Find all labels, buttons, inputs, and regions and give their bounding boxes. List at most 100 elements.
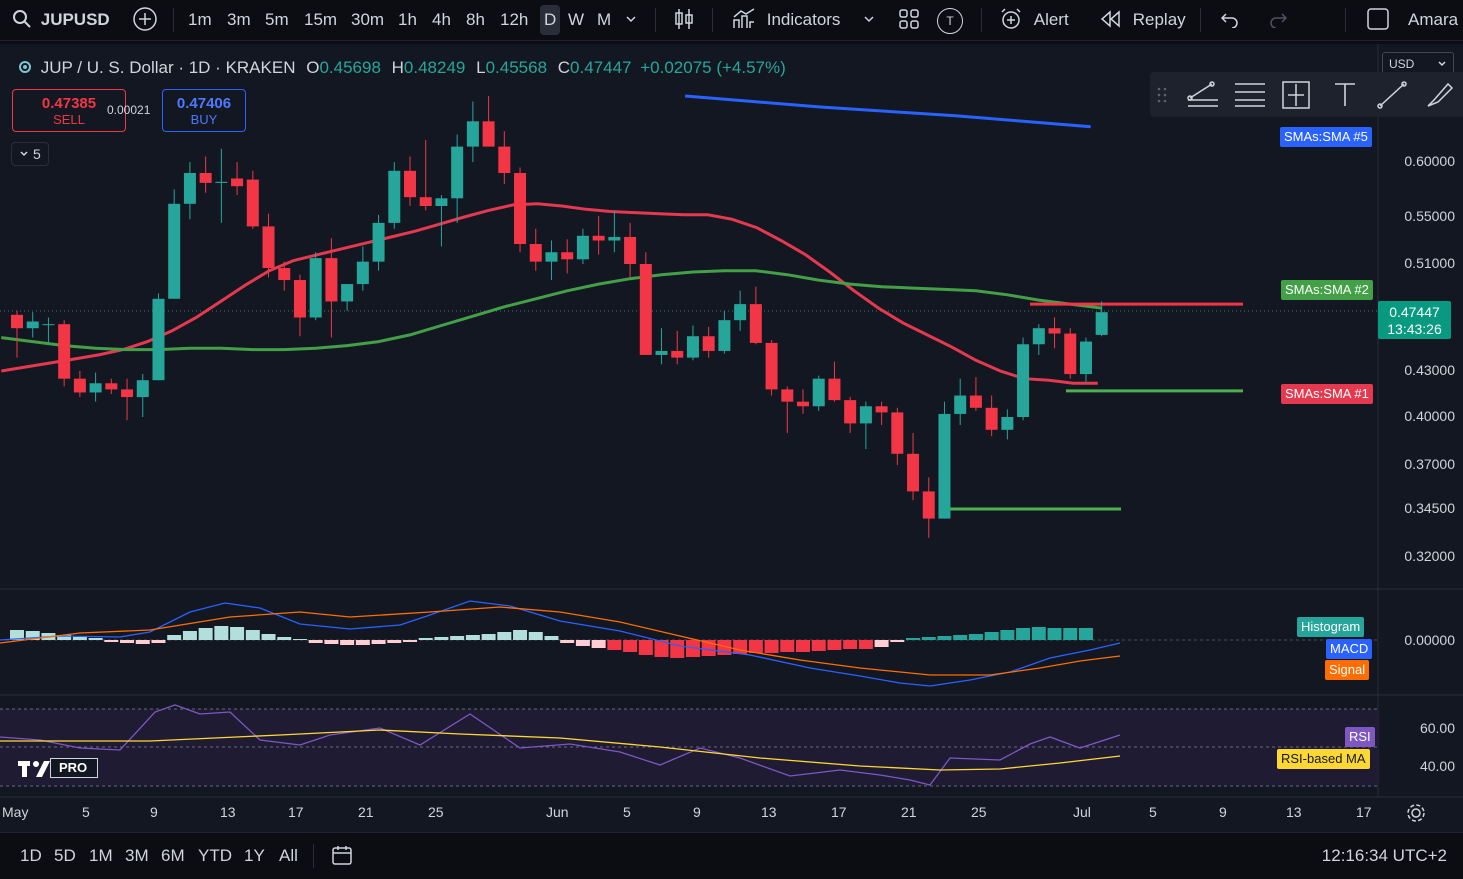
buy-button[interactable]: 0.47406 BUY — [162, 89, 246, 132]
timeframe-15m[interactable]: 15m — [304, 10, 338, 29]
histogram-bar — [245, 630, 260, 640]
histogram-bar — [1000, 630, 1015, 640]
histogram-tag: Histogram — [1297, 617, 1365, 637]
redo-icon — [1270, 13, 1288, 29]
range-1m[interactable]: 1M — [89, 846, 113, 865]
user-name: Amara — [1408, 10, 1459, 29]
candle — [73, 371, 86, 398]
trend-line-tool-icon[interactable] — [1187, 81, 1218, 107]
histogram-bar — [151, 640, 166, 643]
sell-button[interactable]: 0.47385 SELL — [12, 89, 126, 132]
text-tool-icon[interactable] — [1335, 83, 1355, 106]
timeframe-3m[interactable]: 3m — [227, 10, 251, 29]
collapse-indicators-button[interactable]: 5 — [11, 142, 49, 166]
candle — [907, 433, 920, 501]
layout-button[interactable] — [898, 0, 920, 40]
undo-button[interactable] — [1220, 0, 1240, 40]
timeframe-12h[interactable]: 12h — [500, 10, 529, 29]
timeframe-8h[interactable]: 8h — [466, 10, 485, 29]
candle — [11, 310, 23, 358]
timeframe-m[interactable]: M — [597, 10, 612, 29]
histogram-bar — [654, 640, 669, 657]
axis-settings-button[interactable] — [1405, 802, 1427, 829]
candle — [309, 252, 322, 321]
symbol-search[interactable]: JUPUSD — [12, 0, 110, 40]
go-to-date-button[interactable] — [330, 833, 354, 879]
rewind-icon — [1100, 10, 1120, 28]
buy-price: 0.47406 — [176, 95, 232, 112]
timeframe-d[interactable]: D — [540, 5, 561, 35]
timeframe-5m[interactable]: 5m — [265, 10, 289, 29]
drag-handle-icon[interactable] — [1157, 87, 1167, 103]
range-1d[interactable]: 1D — [20, 846, 42, 865]
candle — [435, 195, 448, 247]
candle — [514, 167, 527, 253]
ruler-tool-icon[interactable] — [1377, 81, 1407, 109]
fullscreen-button[interactable] — [1366, 0, 1390, 40]
range-1y[interactable]: 1Y — [244, 846, 265, 865]
histogram-bar — [1063, 628, 1078, 640]
brush-tool-icon[interactable] — [1427, 82, 1454, 107]
histogram-bar — [733, 640, 748, 654]
timeframe-1m[interactable]: 1m — [188, 10, 212, 29]
range-6m[interactable]: 6M — [161, 846, 185, 865]
timeframe-1h[interactable]: 1h — [398, 10, 417, 29]
histogram-bar — [1078, 628, 1093, 640]
indicators-button[interactable]: Indicators — [732, 0, 840, 40]
long-position-tool-icon[interactable] — [1282, 81, 1310, 109]
candle — [702, 326, 715, 358]
candle — [482, 96, 495, 147]
calendar-icon — [332, 846, 352, 865]
timeframe-4h[interactable]: 4h — [432, 10, 451, 29]
redo-button[interactable] — [1268, 0, 1288, 40]
candle — [215, 148, 228, 223]
currency-selector[interactable]: USD — [1382, 52, 1454, 74]
symbol-label: JUPUSD — [40, 10, 110, 29]
timeframe-w[interactable]: W — [568, 10, 585, 29]
candle — [1079, 337, 1092, 382]
candle — [734, 290, 747, 331]
range-3m[interactable]: 3M — [125, 846, 149, 865]
time-tick-label: 25 — [971, 804, 987, 820]
clock[interactable]: 12:16:34 UTC+2 — [1321, 846, 1447, 865]
histogram-bar — [748, 640, 763, 653]
timeframe-30m[interactable]: 30m — [351, 10, 385, 29]
fib-retracement-tool-icon[interactable] — [1235, 83, 1265, 107]
chart-canvas[interactable] — [0, 44, 1463, 832]
range-5d[interactable]: 5D — [54, 846, 76, 865]
time-tick-label: 5 — [82, 804, 90, 820]
candle — [419, 140, 432, 211]
histogram-bar — [953, 635, 968, 640]
chart-type-button[interactable] — [673, 0, 695, 40]
range-ytd[interactable]: YTD — [198, 846, 232, 865]
histogram-bar — [261, 634, 276, 640]
candle — [1001, 409, 1014, 440]
tradingview-logo[interactable]: PRO — [16, 757, 99, 779]
timeframe-dropdown[interactable] — [625, 0, 637, 40]
histogram-bar — [434, 637, 449, 640]
close-value: 0.47447 — [570, 58, 632, 77]
user-menu[interactable]: Amara — [1408, 0, 1458, 40]
chart-area[interactable] — [0, 44, 1463, 832]
histogram-bar — [575, 640, 590, 646]
range-all[interactable]: All — [279, 846, 298, 865]
rsi-ma-line — [0, 729, 1121, 771]
alert-button[interactable]: Alert — [999, 0, 1069, 40]
indicator-templates-dropdown[interactable] — [863, 0, 875, 40]
candle — [969, 377, 982, 411]
candle — [891, 407, 904, 465]
candle — [655, 328, 668, 365]
search-icon — [13, 10, 31, 28]
close-key: C — [557, 58, 571, 77]
histogram-bar — [560, 640, 575, 643]
candle — [671, 330, 684, 365]
sell-label: SELL — [53, 112, 85, 127]
replay-button[interactable]: Replay — [1100, 0, 1186, 40]
change-value: +0.02075 (+4.57%) — [640, 58, 786, 77]
candle — [608, 210, 621, 253]
histogram-bar — [528, 632, 543, 640]
replay-label: Replay — [1132, 10, 1186, 29]
t-badge-button[interactable]: T — [937, 0, 963, 40]
compare-button[interactable] — [132, 0, 158, 40]
open-key: O — [306, 58, 320, 77]
